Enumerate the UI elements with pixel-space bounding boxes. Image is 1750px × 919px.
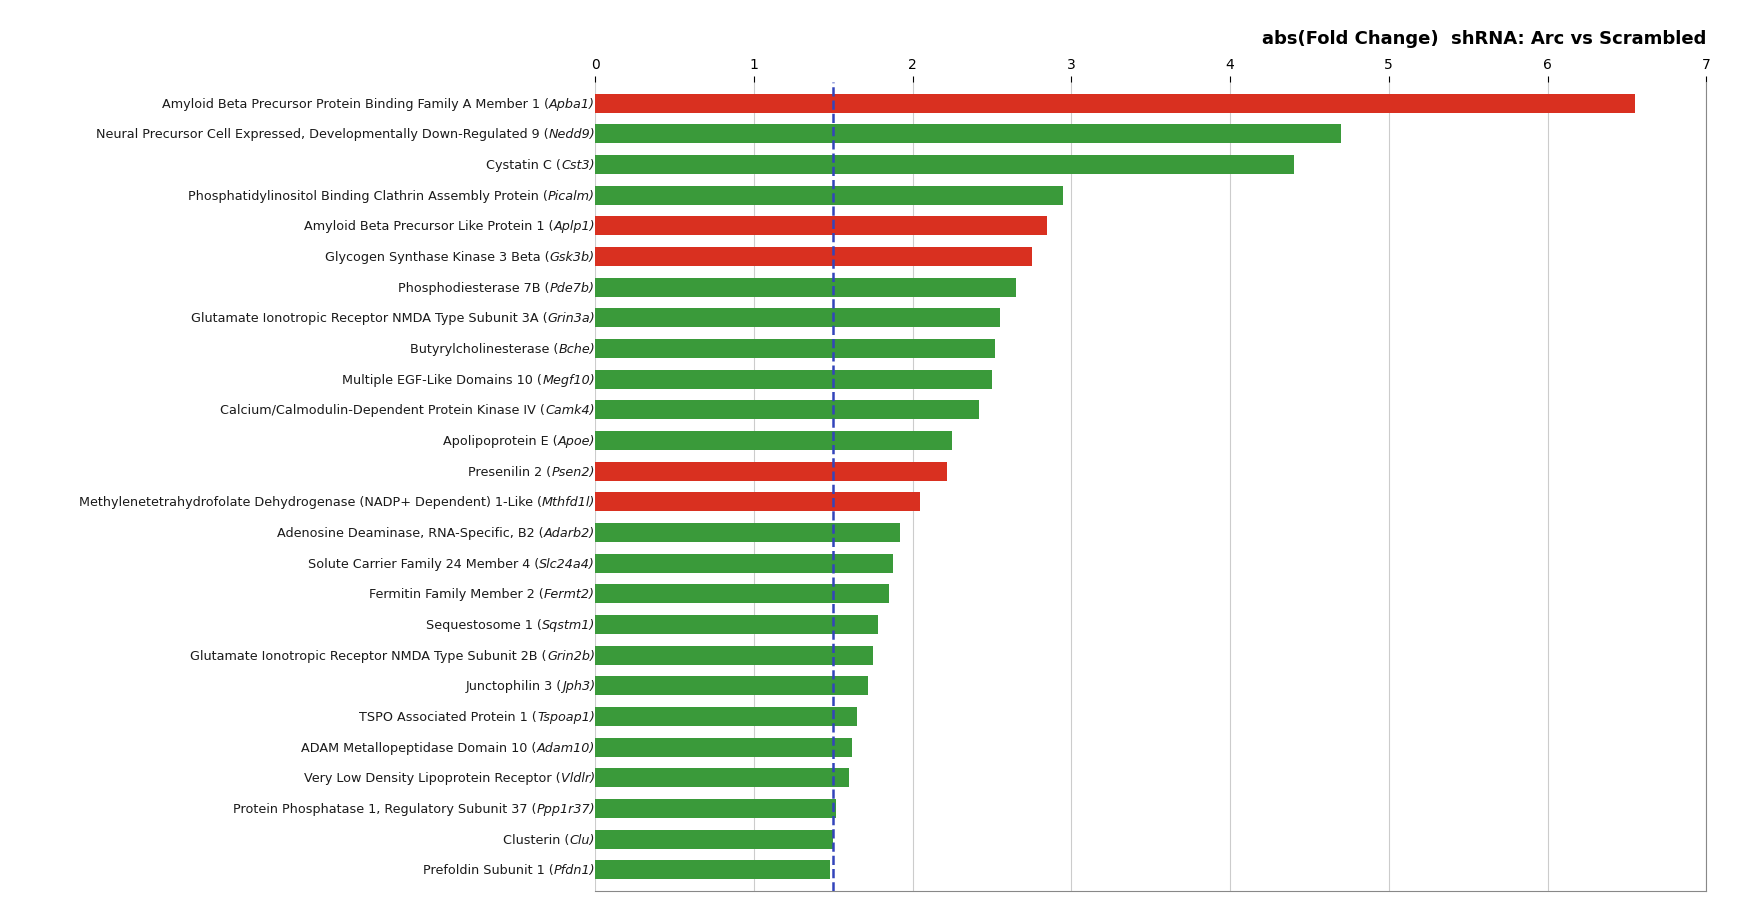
Bar (595, 708, 858, 726)
Text: Prefoldin Subunit 1 (: Prefoldin Subunit 1 ( (424, 864, 553, 877)
Text: ADAM Metallopeptidase Domain 10 (: ADAM Metallopeptidase Domain 10 ( (301, 741, 537, 754)
Bar (595, 676, 868, 696)
Bar (595, 584, 889, 604)
Text: Grin3a): Grin3a) (548, 312, 595, 325)
Text: Bche): Bche) (558, 343, 595, 356)
Text: Adenosine Deaminase, RNA-Specific, B2 (: Adenosine Deaminase, RNA-Specific, B2 ( (276, 527, 544, 539)
Text: Butyrylcholinesterase (: Butyrylcholinesterase ( (410, 343, 558, 356)
Bar (595, 554, 894, 573)
Bar (595, 616, 877, 634)
Text: Junctophilin 3 (: Junctophilin 3 ( (466, 680, 562, 693)
Bar (595, 370, 992, 390)
Text: Phosphatidylinositol Binding Clathrin Assembly Protein (: Phosphatidylinositol Binding Clathrin As… (189, 189, 548, 202)
Text: Psen2): Psen2) (551, 465, 595, 478)
Text: Vldlr): Vldlr) (560, 772, 595, 785)
Text: Fermitin Family Member 2 (: Fermitin Family Member 2 ( (369, 588, 544, 601)
Bar (595, 187, 1064, 206)
Text: Pfdn1): Pfdn1) (553, 864, 595, 877)
Bar (595, 340, 996, 358)
Bar (595, 432, 952, 450)
Text: Cst3): Cst3) (562, 159, 595, 172)
Text: Grin2b): Grin2b) (548, 649, 595, 662)
Text: TSPO Associated Protein 1 (: TSPO Associated Protein 1 ( (359, 710, 537, 723)
Bar (595, 278, 1015, 298)
Text: Mthfd1l): Mthfd1l) (542, 496, 595, 509)
Text: Adarb2): Adarb2) (544, 527, 595, 539)
Bar (595, 401, 980, 420)
Bar (595, 462, 947, 482)
Text: Clusterin (: Clusterin ( (504, 833, 569, 845)
Text: Multiple EGF-Like Domains 10 (: Multiple EGF-Like Domains 10 ( (343, 373, 542, 386)
Text: Very Low Density Lipoprotein Receptor (: Very Low Density Lipoprotein Receptor ( (304, 772, 560, 785)
Text: Methylenetetrahydrofolate Dehydrogenase (NADP+ Dependent) 1-Like (: Methylenetetrahydrofolate Dehydrogenase … (79, 496, 542, 509)
Text: Pde7b): Pde7b) (550, 281, 595, 294)
Text: Ppp1r37): Ppp1r37) (537, 802, 595, 815)
Bar (595, 125, 1340, 144)
Bar (595, 95, 1635, 114)
Text: Sequestosome 1 (: Sequestosome 1 ( (425, 618, 542, 631)
Text: Glycogen Synthase Kinase 3 Beta (: Glycogen Synthase Kinase 3 Beta ( (326, 251, 550, 264)
Bar (595, 830, 833, 849)
Bar (595, 800, 836, 818)
Text: Glutamate Ionotropic Receptor NMDA Type Subunit 3A (: Glutamate Ionotropic Receptor NMDA Type … (191, 312, 548, 325)
Text: Solute Carrier Family 24 Member 4 (: Solute Carrier Family 24 Member 4 ( (308, 557, 539, 570)
Text: Sqstm1): Sqstm1) (542, 618, 595, 631)
Text: Nedd9): Nedd9) (548, 129, 595, 142)
Bar (595, 738, 852, 757)
Text: Apoe): Apoe) (558, 435, 595, 448)
Bar (595, 860, 829, 879)
Bar (595, 646, 873, 665)
Bar (595, 309, 999, 328)
Text: Fermt2): Fermt2) (544, 588, 595, 601)
Bar (595, 524, 900, 542)
Bar (595, 493, 920, 512)
Text: Picalm): Picalm) (548, 189, 595, 202)
Bar (595, 156, 1293, 175)
Bar (595, 768, 849, 788)
Text: Adam10): Adam10) (537, 741, 595, 754)
Text: Apba1): Apba1) (550, 97, 595, 110)
Text: Amyloid Beta Precursor Protein Binding Family A Member 1 (: Amyloid Beta Precursor Protein Binding F… (163, 97, 550, 110)
Text: Neural Precursor Cell Expressed, Developmentally Down-Regulated 9 (: Neural Precursor Cell Expressed, Develop… (96, 129, 548, 142)
Text: Clu): Clu) (569, 833, 595, 845)
Text: Gsk3b): Gsk3b) (550, 251, 595, 264)
Bar (595, 248, 1031, 267)
Text: Amyloid Beta Precursor Like Protein 1 (: Amyloid Beta Precursor Like Protein 1 ( (304, 221, 553, 233)
Text: Camk4): Camk4) (546, 404, 595, 417)
Text: Cystatin C (: Cystatin C ( (487, 159, 562, 172)
Text: Slc24a4): Slc24a4) (539, 557, 595, 570)
Text: Calcium/Calmodulin-Dependent Protein Kinase IV (: Calcium/Calmodulin-Dependent Protein Kin… (220, 404, 546, 417)
Text: Apolipoprotein E (: Apolipoprotein E ( (443, 435, 558, 448)
Text: Aplp1): Aplp1) (553, 221, 595, 233)
Text: Protein Phosphatase 1, Regulatory Subunit 37 (: Protein Phosphatase 1, Regulatory Subuni… (233, 802, 537, 815)
Text: Tspoap1): Tspoap1) (537, 710, 595, 723)
Text: Glutamate Ionotropic Receptor NMDA Type Subunit 2B (: Glutamate Ionotropic Receptor NMDA Type … (191, 649, 548, 662)
Text: Phosphodiesterase 7B (: Phosphodiesterase 7B ( (399, 281, 550, 294)
Text: Megf10): Megf10) (542, 373, 595, 386)
Text: Presenilin 2 (: Presenilin 2 ( (469, 465, 551, 478)
Text: Jph3): Jph3) (562, 680, 595, 693)
Bar (595, 217, 1048, 236)
Text: abs(Fold Change)  shRNA: Arc vs Scrambled: abs(Fold Change) shRNA: Arc vs Scrambled (1262, 30, 1706, 49)
